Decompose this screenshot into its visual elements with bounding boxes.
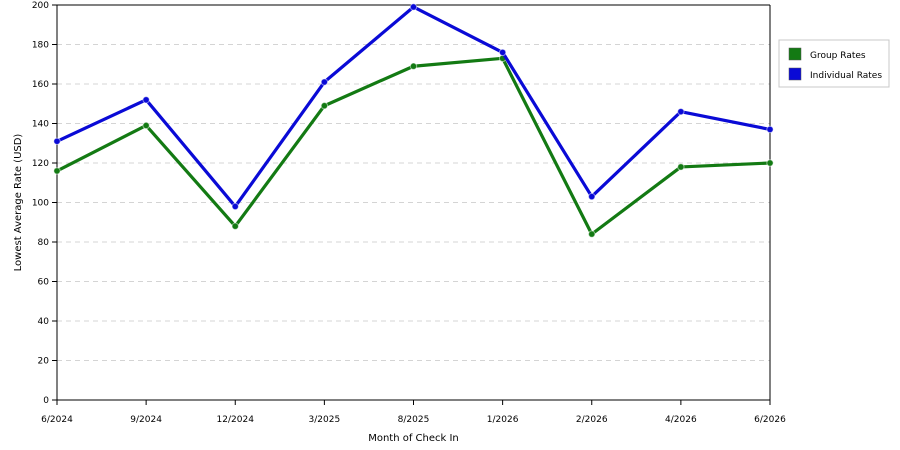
- data-point: [320, 102, 329, 110]
- data-point: [588, 230, 596, 238]
- legend-label: Group Rates: [810, 51, 866, 61]
- data-point: [766, 159, 774, 167]
- data-point: [142, 121, 150, 130]
- x-tick-label: 2/2026: [576, 415, 608, 425]
- data-point: [588, 192, 596, 201]
- x-tick-label: 1/2026: [487, 415, 519, 425]
- legend: Group Rates Individual Rates: [778, 39, 890, 88]
- data-point: [231, 202, 239, 211]
- y-tick-label: 100: [32, 199, 49, 209]
- series-line: [56, 56, 771, 236]
- y-tick-label: 60: [38, 278, 50, 288]
- series-lines: [53, 3, 774, 238]
- x-tick-label: 6/2024: [41, 415, 73, 425]
- x-tick-label: 6/2026: [754, 415, 786, 425]
- series-line: [56, 5, 771, 209]
- x-tick-label: 4/2026: [665, 415, 697, 425]
- legend-label: Individual Rates: [810, 71, 882, 81]
- data-point: [409, 62, 418, 70]
- y-tick-label: 40: [38, 317, 50, 327]
- y-tick-label: 160: [32, 80, 49, 90]
- x-tick-label: 12/2024: [217, 415, 255, 425]
- x-axis-title: Month of Check In: [368, 433, 459, 444]
- y-tick-label: 80: [38, 238, 50, 248]
- y-axis-title: Lowest Average Rate (USD): [13, 134, 24, 272]
- data-point: [677, 107, 685, 116]
- data-point: [231, 222, 239, 230]
- y-tick-label: 20: [38, 357, 50, 367]
- legend-swatch: [788, 47, 802, 61]
- x-tick-label: 8/2025: [398, 415, 430, 425]
- data-point: [53, 137, 61, 145]
- y-tick-label: 200: [32, 1, 49, 11]
- x-tick-label: 3/2025: [309, 415, 341, 425]
- y-tick-label: 0: [43, 396, 49, 406]
- tick-labels: 0 20 40 60 80 100 120 140 160 180 200 6/2024 9/2024 1…: [32, 1, 786, 425]
- data-point: [677, 163, 685, 171]
- legend-swatch: [788, 67, 802, 81]
- data-point: [142, 96, 150, 104]
- data-point: [320, 78, 329, 86]
- series-individual-rates: [53, 3, 774, 211]
- y-tick-label: 120: [32, 159, 49, 169]
- data-point: [766, 125, 774, 134]
- x-tick-label: 9/2024: [130, 415, 162, 425]
- data-point: [498, 48, 507, 57]
- grid-lines: [57, 4, 770, 361]
- y-tick-label: 180: [32, 41, 49, 51]
- y-tick-label: 140: [32, 120, 49, 130]
- series-group-rates: [53, 54, 774, 238]
- data-point: [53, 167, 61, 175]
- data-point: [409, 3, 418, 11]
